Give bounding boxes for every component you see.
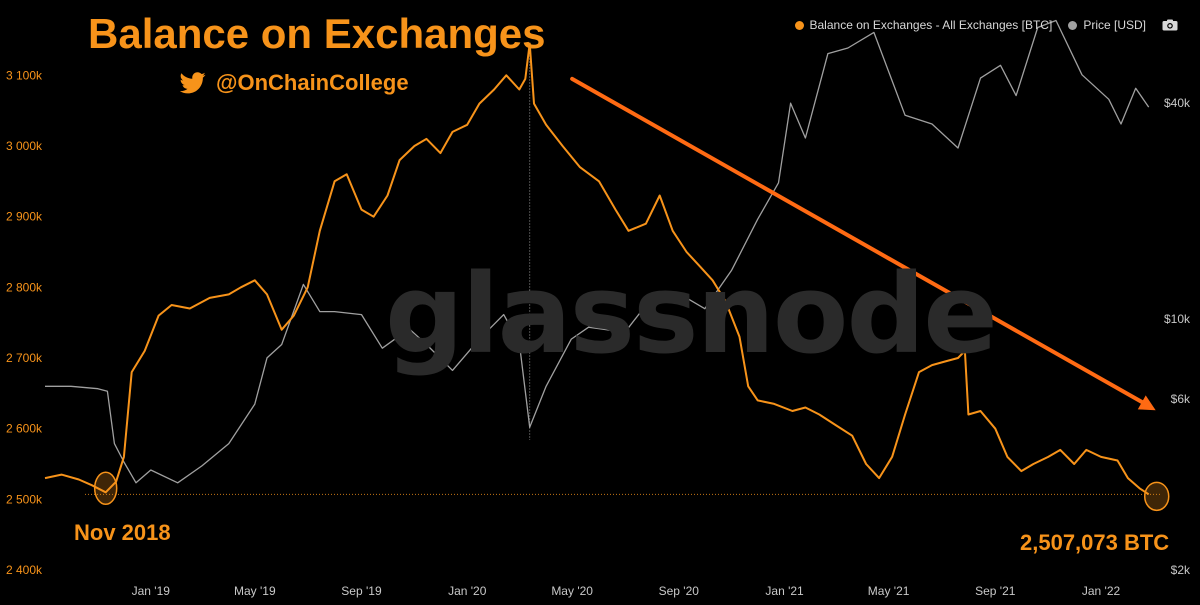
x-tick-label: May '21 [868, 584, 910, 598]
start-marker-circle [93, 471, 118, 506]
y-right-tick-label: $6k [1171, 392, 1191, 406]
y-right-tick-label: $10k [1164, 312, 1191, 326]
legend-label-price: Price [USD] [1083, 18, 1146, 32]
y-left-tick-label: 2 500k [6, 492, 43, 506]
y-left-tick-label: 2 700k [6, 351, 43, 365]
trend-arrow-line [570, 76, 1150, 408]
legend-label-balance: Balance on Exchanges - All Exchanges [BT… [809, 18, 1053, 32]
chart-title: Balance on Exchanges [88, 10, 546, 57]
x-tick-label: Sep '21 [975, 584, 1016, 598]
y-left-tick-label: 2 900k [6, 210, 43, 224]
glassnode-watermark: glassnode [385, 250, 998, 378]
legend-item-price[interactable]: Price [USD] [1068, 18, 1146, 32]
x-tick-label: Jan '20 [448, 584, 487, 598]
x-tick-label: Jan '19 [132, 584, 171, 598]
start-callout: Nov 2018 [74, 520, 171, 545]
legend-dot-balance [794, 20, 804, 30]
trend-arrow-head [1137, 395, 1156, 411]
twitter-credit: @OnChainCollege [180, 70, 409, 96]
x-tick-label: Jan '22 [1082, 584, 1121, 598]
y-left-tick-label: 2 600k [6, 422, 43, 436]
y-left-tick-label: 2 400k [6, 563, 43, 577]
x-tick-label: May '20 [551, 584, 593, 598]
twitter-handle: @OnChainCollege [216, 70, 409, 95]
end-callout: 2,507,073 BTC [1020, 530, 1170, 555]
balance-series-line [44, 42, 1150, 496]
x-tick-label: Sep '19 [341, 584, 382, 598]
camera-icon[interactable] [1162, 19, 1178, 31]
legend-item-balance[interactable]: Balance on Exchanges - All Exchanges [BT… [794, 18, 1053, 32]
twitter-bird-icon [180, 72, 206, 94]
y-right-tick-label: $2k [1171, 563, 1191, 577]
chart-legend: Balance on Exchanges - All Exchanges [BT… [794, 18, 1179, 32]
end-marker-circle [1143, 481, 1170, 512]
x-tick-label: Sep '20 [659, 584, 700, 598]
x-tick-label: Jan '21 [765, 584, 804, 598]
y-left-tick-label: 2 800k [6, 280, 43, 294]
price-series-line [45, 19, 1150, 484]
legend-dot-price [1068, 20, 1078, 30]
y-left-tick-label: 3 000k [6, 139, 43, 153]
x-tick-label: May '19 [234, 584, 276, 598]
y-left-tick-label: 3 100k [6, 68, 43, 82]
y-right-tick-label: $40k [1164, 96, 1191, 110]
